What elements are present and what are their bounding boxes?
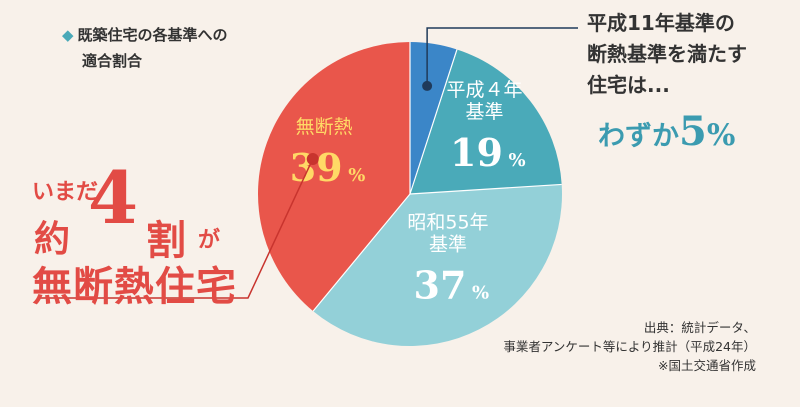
- callout-yaku: 約: [34, 218, 71, 260]
- callout-number: 4: [88, 155, 139, 240]
- callout-ga: が: [198, 227, 221, 253]
- callout-line3: 無断熱住宅: [32, 263, 237, 310]
- diamond-icon: ◆: [62, 26, 74, 44]
- slice-unit-2: %: [472, 282, 489, 303]
- h11-connector-line: [426, 27, 578, 86]
- pie-slice-3: [258, 41, 410, 312]
- slice-value-3: 39: [290, 145, 343, 190]
- note-line-1: 平成11年基準の: [587, 11, 735, 35]
- h11-highlight: わずか5%: [598, 108, 735, 155]
- no-insulation-callout: いまだ 約 4 割 が 無断熱住宅: [28, 155, 268, 311]
- slice-divider: [409, 49, 458, 195]
- slice-unit-3: %: [348, 165, 365, 186]
- slice-divider: [409, 183, 562, 195]
- highlight-unit: %: [706, 118, 736, 153]
- source-line-1: 出典：統計データ、: [643, 320, 756, 335]
- note-line-3: 住宅は...: [587, 73, 670, 97]
- no-insulation-connector-line: [40, 158, 314, 299]
- slice-unit-1: %: [508, 150, 525, 171]
- pie-slice-1: [410, 49, 562, 195]
- slice-label-3: 無断熱: [296, 116, 353, 138]
- note-line-2: 断熱基準を満たす: [587, 42, 747, 66]
- chart-title: ◆ 既築住宅の各基準への 適合割合: [62, 22, 228, 74]
- source-note: 出典：統計データ、 事業者アンケート等により推計（平成24年） ※国土交通省作成: [503, 318, 756, 375]
- title-line-1: 既築住宅の各基準への: [77, 26, 228, 44]
- highlight-value: 5: [679, 108, 707, 155]
- callout-wari: 割: [146, 217, 186, 264]
- slice-divider: [312, 193, 411, 312]
- slice-label-2: 昭和55年: [407, 211, 488, 233]
- highlight-prefix: わずか: [598, 121, 679, 152]
- slice-label-1: 基準: [465, 101, 503, 123]
- h11-standard-note: 平成11年基準の 断熱基準を満たす 住宅は...: [587, 8, 787, 101]
- slice-value-2: 37: [414, 262, 467, 307]
- source-line-2: 事業者アンケート等により推計（平成24年）: [503, 339, 756, 354]
- callout-prefix: いまだ: [32, 179, 99, 205]
- slice-value-1: 19: [450, 130, 503, 175]
- title-line-2: 適合割合: [82, 52, 143, 70]
- pie-slice-2: [313, 184, 562, 347]
- slice-label-1: 平成４年: [446, 79, 522, 101]
- slice-label-2: 基準: [429, 233, 467, 255]
- source-line-3: ※国土交通省作成: [658, 358, 756, 373]
